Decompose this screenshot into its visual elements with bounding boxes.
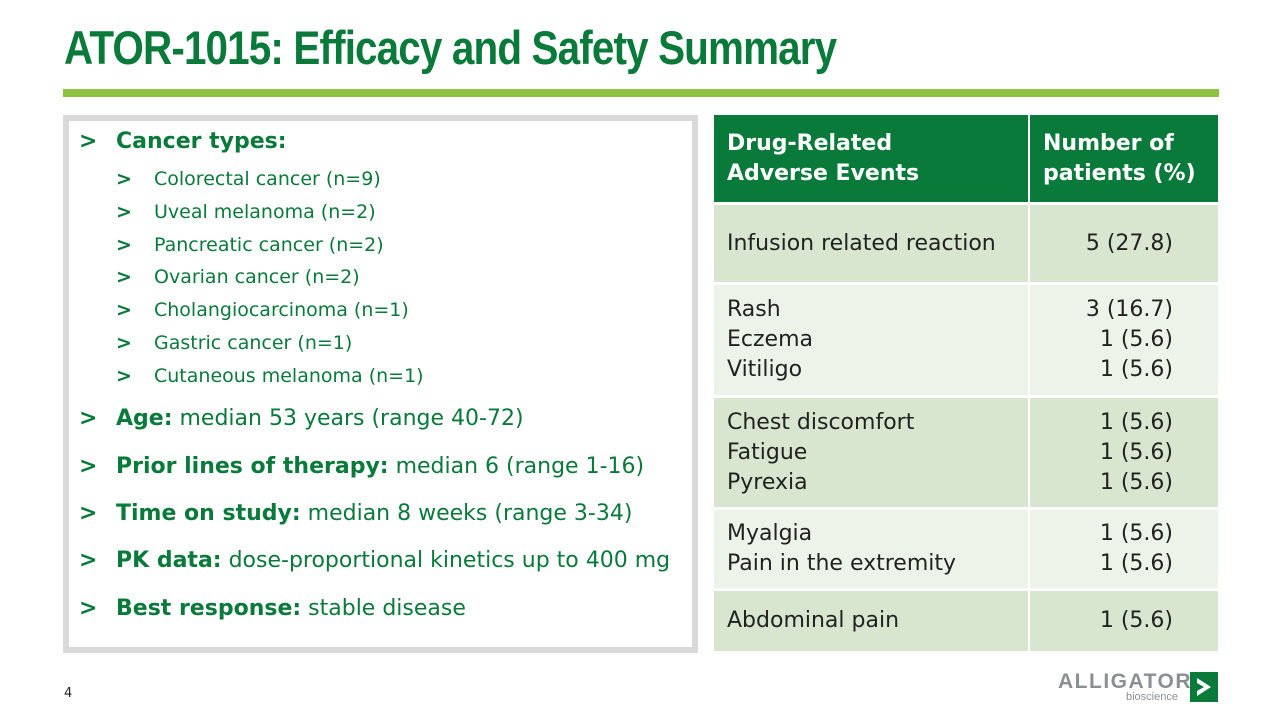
count-value: 1 (5.6) [1099, 469, 1173, 495]
cancer-type-item: > Uveal melanoma (n=2) [116, 201, 376, 223]
header-text: Drug-Related [727, 130, 893, 156]
column-header-patients: Number of patients (%) [1030, 115, 1218, 202]
logo-subtitle: bioscience [1126, 691, 1178, 703]
sub-bullet-arrow-icon: > [116, 266, 132, 288]
cancer-type-item: > Colorectal cancer (n=9) [116, 168, 381, 190]
cancer-type-item: > Gastric cancer (n=1) [116, 332, 352, 354]
count-cell: 3 (16.7) 1 (5.6) 1 (5.6) [1030, 282, 1218, 395]
cancer-type-text: Uveal melanoma (n=2) [154, 201, 376, 223]
bullet-value: dose-proportional kinetics up to 400 mg [221, 548, 671, 573]
logo-wordmark: ALLIGATOR [1058, 670, 1193, 693]
count-value: 1 (5.6) [1099, 439, 1173, 465]
count-value: 1 (5.6) [1099, 521, 1173, 546]
cancer-type-text: Ovarian cancer (n=2) [154, 266, 360, 288]
bullet-time-on-study: > Time on study: median 8 weeks (range 3-… [79, 501, 632, 526]
event-name: Pyrexia [727, 469, 808, 495]
count-cell: 1 (5.6) 1 (5.6) 1 (5.6) [1030, 395, 1218, 507]
bullet-pk-data: > PK data: dose-proportional kinetics up … [79, 548, 670, 573]
event-cell: Abdominal pain [714, 588, 1030, 651]
event-name: Chest discomfort [727, 409, 915, 435]
page-number: 4 [64, 686, 73, 701]
event-cell: Infusion related reaction [714, 202, 1030, 282]
logo-arrow-icon [1190, 672, 1218, 702]
bullet-arrow-icon: > [79, 548, 98, 573]
bullet-prior-lines: > Prior lines of therapy: median 6 (range… [79, 454, 644, 479]
event-name: Rash [727, 297, 781, 322]
table-header-row: Drug-Related Adverse Events Number of pa… [714, 115, 1218, 202]
title-underline [63, 89, 1219, 97]
event-name: Infusion related reaction [727, 230, 996, 256]
count-value: 1 (5.6) [1099, 608, 1173, 633]
count-cell: 1 (5.6) 1 (5.6) [1030, 507, 1218, 588]
bullet-arrow-icon: > [79, 596, 98, 621]
bullet-value: median 53 years (range 40-72) [172, 406, 524, 431]
cancer-type-item: > Cutaneous melanoma (n=1) [116, 365, 424, 387]
event-name: Myalgia [727, 521, 813, 546]
event-name: Eczema [727, 327, 813, 352]
table-row: Myalgia Pain in the extremity 1 (5.6) 1 … [714, 507, 1218, 588]
bullet-arrow-icon: > [79, 129, 98, 154]
cancer-type-item: > Ovarian cancer (n=2) [116, 266, 360, 288]
event-cell: Myalgia Pain in the extremity [714, 507, 1030, 588]
table-row: Chest discomfort Fatigue Pyrexia 1 (5.6)… [714, 395, 1218, 507]
sub-bullet-arrow-icon: > [116, 168, 132, 190]
bullet-arrow-icon: > [79, 406, 98, 431]
cancer-type-text: Cutaneous melanoma (n=1) [154, 365, 424, 387]
event-cell: Rash Eczema Vitiligo [714, 282, 1030, 395]
count-value: 1 (5.6) [1099, 409, 1173, 435]
bullet-label: Best response: [116, 596, 302, 621]
count-value: 1 (5.6) [1099, 327, 1173, 352]
bullet-label: PK data: [116, 548, 222, 573]
event-name: Fatigue [727, 439, 808, 465]
sub-bullet-arrow-icon: > [116, 299, 132, 321]
bullet-value: median 6 (range 1-16) [388, 454, 645, 479]
bullet-arrow-icon: > [79, 454, 98, 479]
count-value: 1 (5.6) [1099, 357, 1173, 382]
event-name: Abdominal pain [727, 608, 900, 633]
sub-bullet-arrow-icon: > [116, 332, 132, 354]
count-value: 3 (16.7) [1085, 297, 1173, 322]
sub-bullet-arrow-icon: > [116, 234, 132, 256]
bullet-label: Age: [116, 406, 173, 431]
count-value: 1 (5.6) [1099, 551, 1173, 576]
bullet-label: Cancer types: [116, 129, 287, 154]
count-value: 5 (27.8) [1085, 230, 1173, 256]
header-text: Adverse Events [727, 160, 920, 186]
sub-bullet-arrow-icon: > [116, 365, 132, 387]
event-name: Vitiligo [727, 357, 803, 382]
event-name: Pain in the extremity [727, 551, 957, 576]
header-text: patients (%) [1043, 160, 1196, 186]
table-row: Abdominal pain 1 (5.6) [714, 588, 1218, 651]
sub-bullet-arrow-icon: > [116, 201, 132, 223]
header-text: Number of [1043, 130, 1174, 156]
cancer-type-item: > Pancreatic cancer (n=2) [116, 234, 384, 256]
cancer-type-text: Cholangiocarcinoma (n=1) [154, 299, 409, 321]
count-cell: 5 (27.8) [1030, 202, 1218, 282]
cancer-type-text: Colorectal cancer (n=9) [154, 168, 381, 190]
cancer-type-item: > Cholangiocarcinoma (n=1) [116, 299, 409, 321]
cancer-type-text: Pancreatic cancer (n=2) [154, 234, 384, 256]
cancer-type-text: Gastric cancer (n=1) [154, 332, 353, 354]
count-cell: 1 (5.6) [1030, 588, 1218, 651]
bullet-label: Time on study: [116, 501, 301, 526]
bullet-label: Prior lines of therapy: [116, 454, 389, 479]
table-row: Infusion related reaction 5 (27.8) [714, 202, 1218, 282]
bullet-value: median 8 weeks (range 3-34) [300, 501, 633, 526]
company-logo: ALLIGATOR bioscience [1058, 670, 1220, 706]
event-cell: Chest discomfort Fatigue Pyrexia [714, 395, 1030, 507]
adverse-events-table: Drug-Related Adverse Events Number of pa… [714, 115, 1218, 651]
bullet-cancer-types: > Cancer types: [79, 129, 287, 154]
table-row: Rash Eczema Vitiligo 3 (16.7) 1 (5.6) 1 … [714, 282, 1218, 395]
bullet-arrow-icon: > [79, 501, 98, 526]
bullet-value: stable disease [301, 596, 466, 621]
bullet-best-response: > Best response: stable disease [79, 596, 466, 621]
bullet-age: > Age: median 53 years (range 40-72) [79, 406, 524, 431]
summary-panel: > Cancer types: > Colorectal cancer (n=9) … [63, 115, 698, 653]
column-header-events: Drug-Related Adverse Events [714, 115, 1030, 202]
page-title: ATOR-1015: Efficacy and Safety Summary [64, 21, 837, 74]
